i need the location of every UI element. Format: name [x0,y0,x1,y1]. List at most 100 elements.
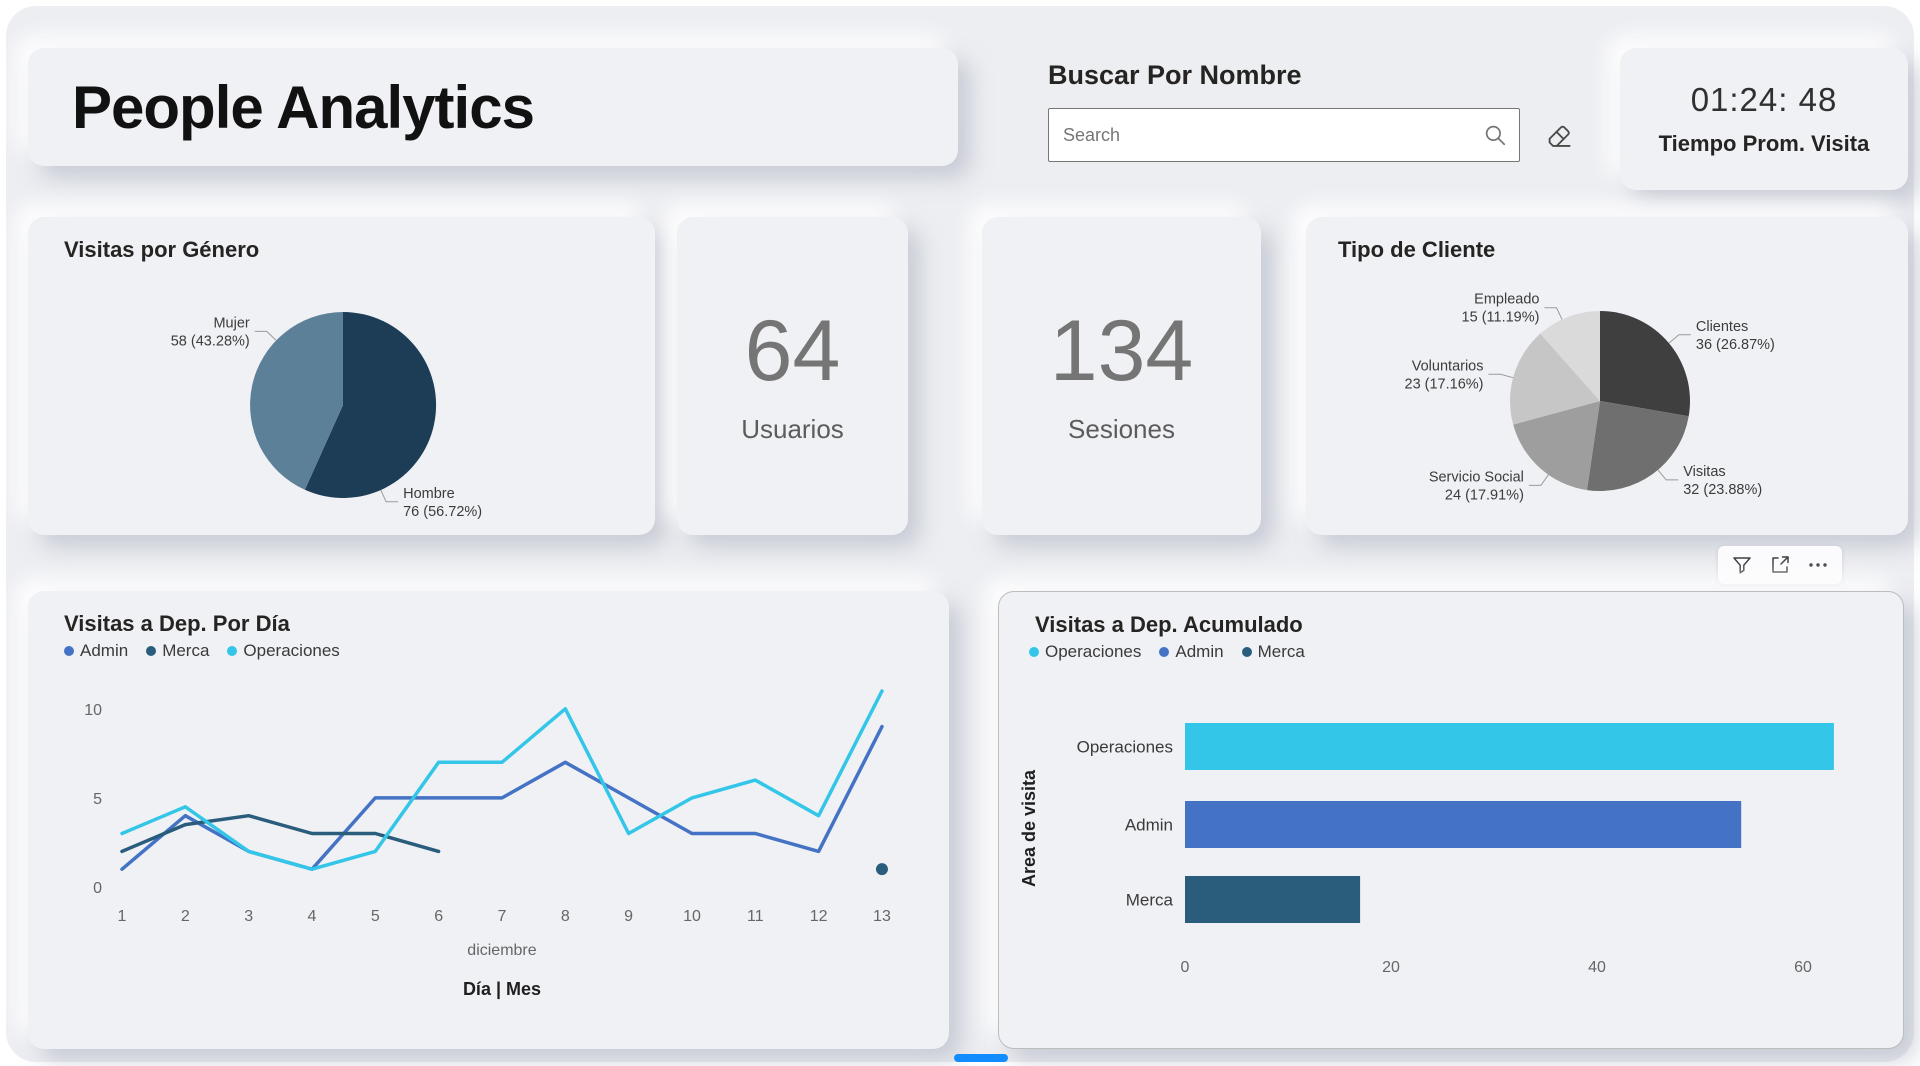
legend-dot [146,646,157,656]
search-icon [1482,122,1508,148]
pie-label-leader-line [1528,474,1549,486]
pie-label-servicio-social: Servicio Social [1429,469,1524,485]
y-tick-label: 10 [84,702,102,719]
bottom-accent [954,1054,1008,1062]
line-chart-legend: Admin Merca Operaciones [64,641,340,661]
pie-label-empleado: Empleado [1474,292,1539,308]
more-options-icon[interactable] [1806,553,1830,577]
accumulated-visits-bar-chart: 0 20 40 60 Operaciones Admin Merca Area de visi… [1019,723,1834,976]
legend-item-operaciones[interactable]: Operaciones [227,641,340,661]
legend-label: Merca [162,641,210,660]
dashboard: People Analytics Buscar Por Nombre 01:24… [6,6,1914,1062]
pie-label-leader-line [1544,307,1563,320]
search-box [1048,108,1520,162]
y-axis-title: Area de visita [1019,769,1039,887]
legend-item-merca[interactable]: Merca [1241,642,1305,662]
pie-label-leader-line [1657,469,1679,481]
legend-dot [64,646,74,656]
x-axis-title: Día | Mes [463,979,541,999]
data-point-merca[interactable] [875,863,888,876]
x-tick-label: 4 [308,908,317,925]
x-tick-label: 9 [624,908,633,925]
bar-merca[interactable] [1185,876,1361,923]
pie-value-mujer: 58 (43.28%) [171,333,250,349]
client-type-pie-card: Tipo de Cliente Clientes 36 (26.87%) Visit… [1306,217,1908,535]
pie-slice-clientes[interactable] [1600,311,1690,417]
chart-title: Visitas a Dep. Acumulado [1035,612,1303,637]
legend-item-operaciones[interactable]: Operaciones [1029,642,1141,662]
x-tick-label: 6 [434,908,443,925]
legend-dot [1029,647,1039,657]
pie-slice-mujer[interactable] [250,312,343,490]
x-tick-label: 7 [498,908,507,925]
legend-item-admin[interactable]: Admin [1159,642,1224,662]
kpi-value-sesiones: 134 [1049,302,1194,399]
legend-dot [227,646,238,656]
pie-value-voluntarios: 23 (17.16%) [1405,376,1484,392]
avg-visit-time-value: 01:24: 48 [1690,81,1838,118]
avg-visit-time-label: Tiempo Prom. Visita [1658,131,1870,156]
x-tick-label: 40 [1588,959,1606,976]
legend-label: Merca [1257,642,1305,661]
chart-title: Visitas a Dep. Por Día [64,611,290,636]
x-axis-month-label: diciembre [467,942,536,959]
pie-slice-empleado[interactable] [1540,310,1600,401]
bar-operaciones[interactable] [1185,723,1834,770]
pie-value-hombre: 76 (56.72%) [403,504,482,520]
pie-label-hombre: Hombre [403,486,455,502]
kpi-card-sesiones: 134 Sesiones [982,217,1261,535]
pie-label-clientes: Clientes [1696,319,1748,335]
pie-label-leader-line [1668,334,1691,344]
search-label: Buscar Por Nombre [1048,60,1302,90]
pie-slice-hombre[interactable] [304,311,437,498]
x-tick-label: 11 [747,908,764,925]
client-type-pie-chart: Clientes 36 (26.87%) Visitas 32 (23.88%) Ser… [1405,292,1775,504]
legend-label: Operaciones [243,641,340,660]
time-card: 01:24: 48 Tiempo Prom. Visita [1620,48,1908,190]
x-tick-label: 1 [118,908,127,925]
y-tick-label: 0 [93,880,102,897]
gender-pie-card: Visitas por Género Hombre 76 (56.72%) Muje… [28,217,655,535]
kpi-card-usuarios: 64 Usuarios [677,217,908,535]
bar-admin[interactable] [1185,801,1742,848]
visual-toolbar [1718,546,1842,584]
x-tick-label: 10 [683,908,701,925]
pie-label-leader-line [1488,373,1514,379]
y-tick-label: 5 [93,791,102,808]
page-title: People Analytics [72,73,535,141]
x-tick-label: 2 [181,908,190,925]
x-tick-label: 60 [1794,959,1812,976]
x-tick-label: 8 [561,908,570,925]
focus-mode-icon[interactable] [1768,553,1792,577]
gender-pie-chart: Hombre 76 (56.72%) Mujer 58 (43.28%) [171,311,482,520]
pie-value-empleado: 15 (11.19%) [1462,310,1540,326]
legend-item-merca[interactable]: Merca [146,641,209,661]
pie-label-leader-line [380,489,399,503]
search-input[interactable] [1048,108,1520,162]
x-tick-label: 5 [371,908,380,925]
filter-icon[interactable] [1730,553,1754,577]
pie-label-mujer: Mujer [213,315,249,331]
pie-slice-voluntarios[interactable] [1510,333,1600,425]
category-label-operaciones: Operaciones [1077,738,1173,757]
bar-chart-card: Visitas a Dep. Acumulado Operaciones Admi… [998,591,1904,1049]
legend-label: Admin [1175,642,1224,661]
chart-title: Tipo de Cliente [1338,237,1496,262]
line-series-admin[interactable] [120,724,884,871]
kpi-label-sesiones: Sesiones [1068,413,1175,444]
bar-chart-legend: Operaciones Admin Merca [1029,642,1305,662]
chart-title: Visitas por Género [64,237,260,262]
category-label-admin: Admin [1125,816,1173,835]
eraser-icon[interactable] [1542,118,1576,152]
pie-label-leader-line [254,330,277,341]
category-label-merca: Merca [1126,891,1174,910]
x-tick-label: 0 [1181,959,1190,976]
line-series-operaciones[interactable] [120,689,884,871]
line-chart-card: Visitas a Dep. Por Día Admin Merca Operaci… [28,591,949,1049]
pie-slice-servicio-social[interactable] [1513,401,1600,491]
legend-item-admin[interactable]: Admin [64,641,128,661]
pie-slice-visitas[interactable] [1587,401,1689,492]
pie-label-visitas: Visitas [1683,464,1725,480]
legend-label: Operaciones [1045,642,1142,661]
